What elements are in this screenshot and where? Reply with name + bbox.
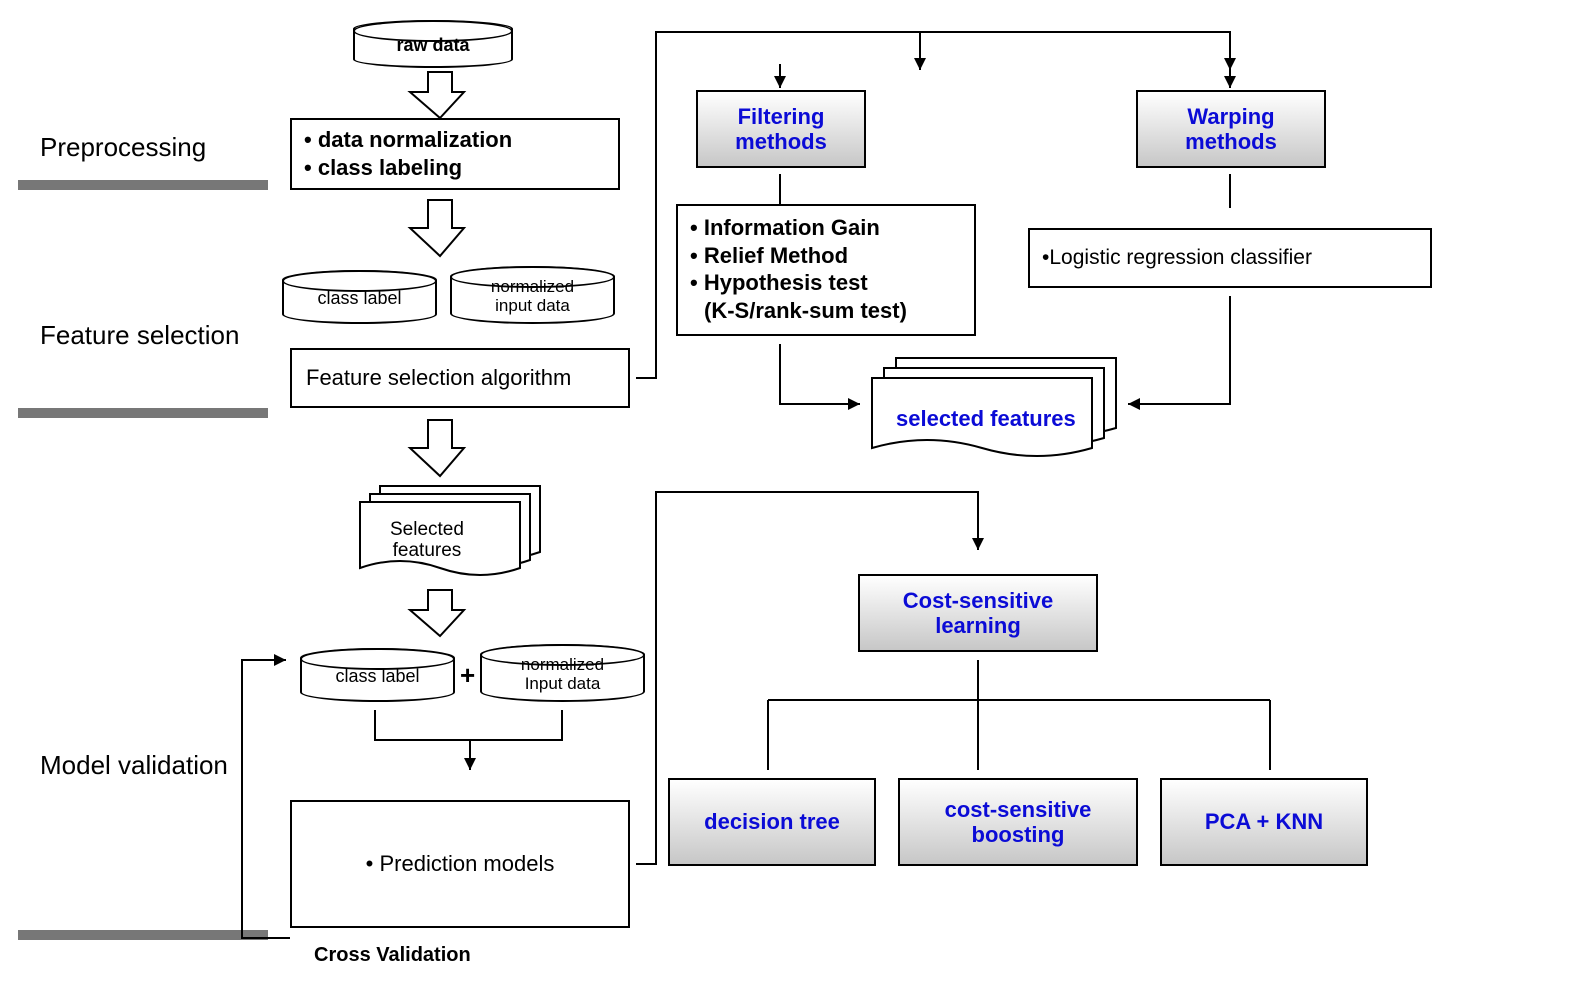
preproc-item-0: • data normalization	[304, 126, 606, 154]
dt-label: decision tree	[704, 809, 840, 834]
arrow-sf-down	[410, 588, 470, 638]
cyl-class-label-2: class label	[300, 648, 455, 702]
filt-0: • Information Gain	[690, 214, 962, 242]
arrow-preproc-down	[410, 198, 470, 258]
cyl-raw-data: raw data	[353, 20, 513, 68]
label-preprocessing: Preprocessing	[40, 132, 206, 163]
cyl-class-label: class label	[282, 270, 437, 324]
doc-left-label: Selected features	[390, 520, 464, 562]
label-bar-3	[18, 930, 268, 940]
box-feature-selection: Feature selection algorithm	[290, 348, 630, 408]
box-filter-items: • Information Gain • Relief Method • Hyp…	[676, 204, 976, 336]
cyl-class-label2-text: class label	[335, 667, 419, 687]
filt-2: • Hypothesis test	[690, 269, 962, 297]
cross-validation-label: Cross Validation	[314, 944, 471, 967]
top-split-arrow	[908, 18, 938, 38]
box-decision-tree: decision tree	[668, 778, 876, 866]
cyl-raw-label: raw data	[396, 36, 469, 56]
box-preprocessing: • data normalization • class labeling	[290, 118, 620, 190]
fsel-title: Feature selection algorithm	[306, 365, 571, 391]
filt-3: (K-S/rank-sum test)	[690, 297, 962, 325]
box-pca-knn: PCA + KNN	[1160, 778, 1368, 866]
plus-sign: +	[460, 660, 475, 691]
label-bar-1	[18, 180, 268, 190]
doc-stack-left: Selected features	[360, 490, 530, 570]
cyl-norm-input-2: normalized Input data	[480, 644, 645, 702]
warping-label: Warping methods	[1185, 104, 1277, 155]
fw-entry-arrows	[700, 64, 1400, 104]
cyl-norm-input-text: normalized input data	[491, 278, 574, 315]
arrow-raw-to-preproc	[410, 70, 470, 120]
filt-1: • Relief Method	[690, 242, 962, 270]
cost-tree	[680, 652, 1480, 792]
cost-sensitive-label: Cost-sensitive learning	[903, 588, 1053, 639]
warp-0: •Logistic regression classifier	[1042, 246, 1312, 270]
preproc-item-1: • class labeling	[304, 154, 606, 182]
doc-stack-right: selected features	[872, 362, 1112, 452]
csb-label: cost-sensitive boosting	[945, 797, 1092, 848]
preproc-bullets: • data normalization • class labeling	[304, 126, 606, 181]
arrow-fsel-down	[410, 418, 470, 478]
label-bar-2	[18, 408, 268, 418]
pca-label: PCA + KNN	[1205, 809, 1323, 834]
box-warp-items: •Logistic regression classifier	[1028, 228, 1432, 288]
box-prediction-models: • Prediction models	[290, 800, 630, 928]
filter-items: • Information Gain • Relief Method • Hyp…	[690, 214, 962, 324]
cyl-norm-input: normalized input data	[450, 266, 615, 324]
label-model-validation: Model validation	[40, 750, 228, 781]
cross-validation-loop	[232, 638, 322, 958]
label-feature-selection: Feature selection	[40, 320, 239, 351]
box-cs-boosting: cost-sensitive boosting	[898, 778, 1138, 866]
box-cost-sensitive: Cost-sensitive learning	[858, 574, 1098, 652]
doc-right-label: selected features	[896, 406, 1076, 432]
filtering-label: Filtering methods	[735, 104, 827, 155]
cyl-class-label-text: class label	[317, 289, 401, 309]
cyl-norm-input2-text: normalized Input data	[521, 656, 604, 693]
pred-models-label: • Prediction models	[366, 851, 555, 877]
